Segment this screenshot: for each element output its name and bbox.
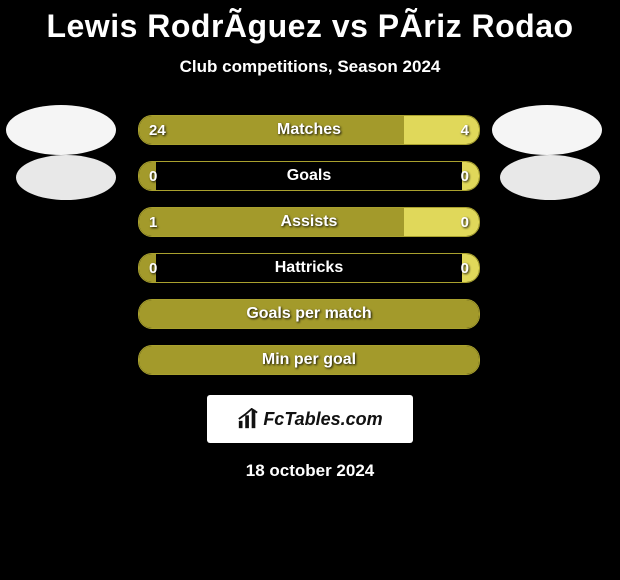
team-right-avatar-ellipse — [500, 155, 600, 200]
bar-row: 10Assists — [138, 207, 480, 237]
team-left-avatar-ellipse — [16, 155, 116, 200]
page-title: Lewis RodrÃ­guez vs PÃ­riz Rodao — [0, 0, 620, 45]
bar-right-fill — [404, 116, 479, 144]
bar-label: Goals — [139, 162, 479, 190]
bar-label: Hattricks — [139, 254, 479, 282]
bar-right-fill — [462, 254, 479, 282]
page-subtitle: Club competitions, Season 2024 — [0, 57, 620, 77]
bar-row: 00Hattricks — [138, 253, 480, 283]
bar-row: 00Goals — [138, 161, 480, 191]
bar-right-fill — [404, 208, 479, 236]
bar-left-fill — [139, 116, 404, 144]
logo-box: FcTables.com — [207, 395, 413, 443]
bar-right-fill — [462, 162, 479, 190]
bar-left-fill — [139, 300, 479, 328]
bar-left-fill — [139, 254, 156, 282]
bar-row: Min per goal — [138, 345, 480, 375]
bar-left-fill — [139, 162, 156, 190]
logo-text: FcTables.com — [263, 409, 382, 430]
player-right-avatar-ellipse — [492, 105, 602, 155]
comparison-chart: 244Matches 00Goals 10Assists 00Hattricks Goa… — [0, 115, 620, 375]
bar-left-fill — [139, 208, 404, 236]
bars-container: 244Matches 00Goals 10Assists 00Hattricks Goa… — [138, 115, 480, 375]
bar-row: 244Matches — [138, 115, 480, 145]
player-left-avatar-ellipse — [6, 105, 116, 155]
bar-row: Goals per match — [138, 299, 480, 329]
bar-left-fill — [139, 346, 479, 374]
logo-chart-icon — [237, 408, 259, 430]
date-label: 18 october 2024 — [0, 461, 620, 481]
